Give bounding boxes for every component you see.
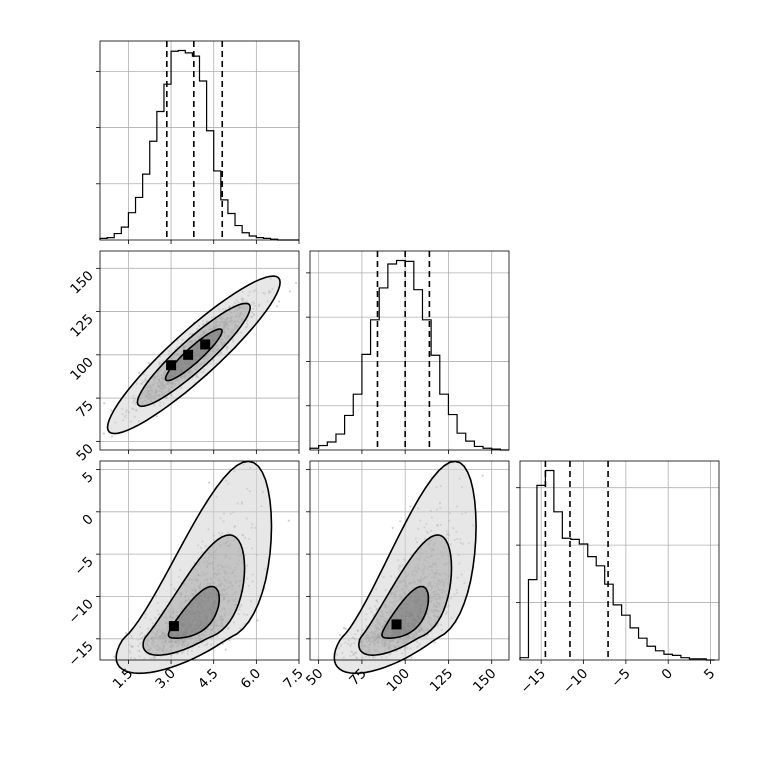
xtick-label-p1-p2-3: 125 <box>427 666 457 696</box>
scatter-point <box>276 305 279 308</box>
contour-p0-p1-2 <box>164 328 223 382</box>
grid-hist-p1 <box>310 251 509 450</box>
scatter-point <box>342 627 346 630</box>
ytick-label-p0-p1-3: 125 <box>67 311 97 341</box>
ytick-label-p0-p2-0: −15 <box>65 638 96 669</box>
scatter-point <box>338 633 342 636</box>
contour-p1-p2-2 <box>381 585 430 640</box>
histogram-p0 <box>99 49 299 241</box>
scatter-point <box>155 415 158 418</box>
scatter-point <box>228 639 231 642</box>
scatter-point <box>113 655 116 658</box>
histogram-p2 <box>519 469 715 661</box>
density-fill-p1-p2-1 <box>358 534 452 656</box>
xtick-label-hist-p2-1: −10 <box>560 666 591 697</box>
quantile-layer <box>166 41 609 660</box>
scatter-point <box>410 656 413 659</box>
frame-layer <box>99 40 720 661</box>
scatter-point <box>110 435 114 438</box>
peak-bin-p0-p1-1 <box>183 349 194 360</box>
peak-bin-p1-p2-0 <box>391 619 402 630</box>
ytick-label-p0-p2-2: −5 <box>71 554 96 579</box>
frame-hist-p0 <box>99 40 300 241</box>
xtick-label-hist-p2-2: −5 <box>608 666 633 691</box>
xtick-label-p1-p2-4: 150 <box>470 666 500 696</box>
contour-p1-p2-1 <box>357 534 453 657</box>
contours-p0-p2 <box>115 460 273 675</box>
frame-hist-p2 <box>519 460 720 661</box>
frame-hist-p1 <box>309 250 510 451</box>
contour-p0-p1-1 <box>136 302 252 408</box>
contours-p0-p1 <box>106 275 281 435</box>
xtick-label-hist-p2-3: 0 <box>659 666 676 683</box>
contour-p1-p2-0 <box>333 460 477 675</box>
peak-bin-p0-p2-0 <box>168 621 179 632</box>
grid-layer <box>100 41 719 660</box>
frame-p0-p1 <box>99 250 300 451</box>
contour-p0-p2-0 <box>115 460 273 675</box>
histogram-p1 <box>309 259 509 451</box>
scatter-point <box>409 505 412 508</box>
ytick-label-p0-p1-0: 50 <box>73 441 96 464</box>
scatter-point <box>102 432 105 435</box>
contour-p0-p2-2 <box>167 585 221 640</box>
frame-p0-p2 <box>99 460 300 661</box>
scatter-point <box>399 520 402 523</box>
xtick-label-p1-p2-0: 50 <box>303 666 326 689</box>
scatter-point <box>391 526 394 530</box>
ytick-label-p0-p1-2: 100 <box>67 354 97 384</box>
contour-p0-p2-1 <box>142 534 246 657</box>
ytick-label-p0-p2-3: 0 <box>79 511 96 528</box>
xtick-label-p1-p2-2: 100 <box>383 666 413 696</box>
scatter-point <box>433 641 436 644</box>
peak-bin-p0-p1-0 <box>166 360 177 371</box>
scatter-point <box>224 648 227 651</box>
scatter-point <box>289 290 292 293</box>
scatter-point <box>208 481 211 484</box>
contour-layer <box>106 275 477 675</box>
xtick-label-hist-p2-4: 5 <box>701 666 718 683</box>
ytick-label-p0-p2-1: −10 <box>65 596 96 627</box>
scatter-point <box>256 619 259 622</box>
scatter-point <box>110 409 113 412</box>
contour-p0-p1-0 <box>106 275 281 435</box>
scatter-point <box>221 642 224 646</box>
density-fill-p0-p2-1 <box>143 534 245 656</box>
ytick-label-p0-p2-4: 5 <box>79 469 96 486</box>
xtick-label-hist-p2-0: −15 <box>518 666 549 697</box>
scatter-point <box>147 361 150 365</box>
scatter-point <box>344 627 347 630</box>
scatter-point <box>287 519 290 522</box>
scatter-point <box>103 402 106 405</box>
grid-hist-p2 <box>520 461 719 660</box>
ytick-label-p0-p1-1: 75 <box>73 398 96 421</box>
scatter-point <box>124 632 128 635</box>
scatter-point <box>481 474 484 477</box>
peak-bin-p0-p1-2 <box>200 339 211 350</box>
ytick-label-p0-p1-4: 150 <box>67 268 97 298</box>
density-fill-p0-p2-2 <box>168 586 220 639</box>
xtick-label-p0-p2-2: 4.5 <box>195 666 222 693</box>
xtick-label-p0-p2-3: 6.0 <box>238 666 265 693</box>
scatter-point <box>295 281 298 284</box>
frame-p1-p2 <box>309 460 510 661</box>
contours-p1-p2 <box>333 460 477 675</box>
scatter-point <box>138 371 141 374</box>
scatter-point <box>278 300 281 303</box>
